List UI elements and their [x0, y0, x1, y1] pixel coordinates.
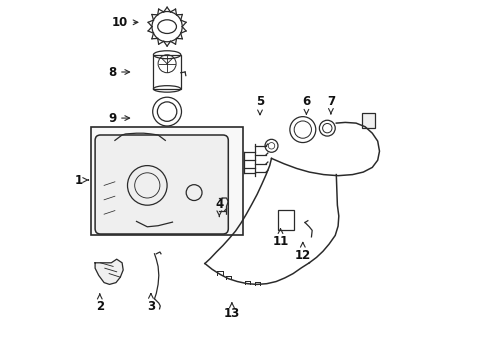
Text: 4: 4: [215, 198, 223, 217]
Text: 5: 5: [255, 95, 264, 115]
Polygon shape: [95, 259, 123, 284]
Bar: [91, 127, 242, 235]
Text: 13: 13: [224, 303, 240, 320]
Text: 11: 11: [272, 229, 288, 248]
Text: 6: 6: [302, 95, 310, 114]
Text: 7: 7: [326, 95, 334, 114]
FancyBboxPatch shape: [95, 135, 228, 234]
Bar: [277, 210, 293, 230]
Bar: [153, 55, 181, 89]
Bar: [362, 113, 374, 128]
Text: 2: 2: [96, 294, 103, 313]
Text: 3: 3: [146, 293, 155, 313]
Text: 9: 9: [108, 112, 129, 125]
Text: 10: 10: [112, 16, 138, 29]
Text: 12: 12: [294, 242, 310, 262]
Text: 1: 1: [75, 174, 88, 186]
Text: 8: 8: [108, 66, 129, 78]
